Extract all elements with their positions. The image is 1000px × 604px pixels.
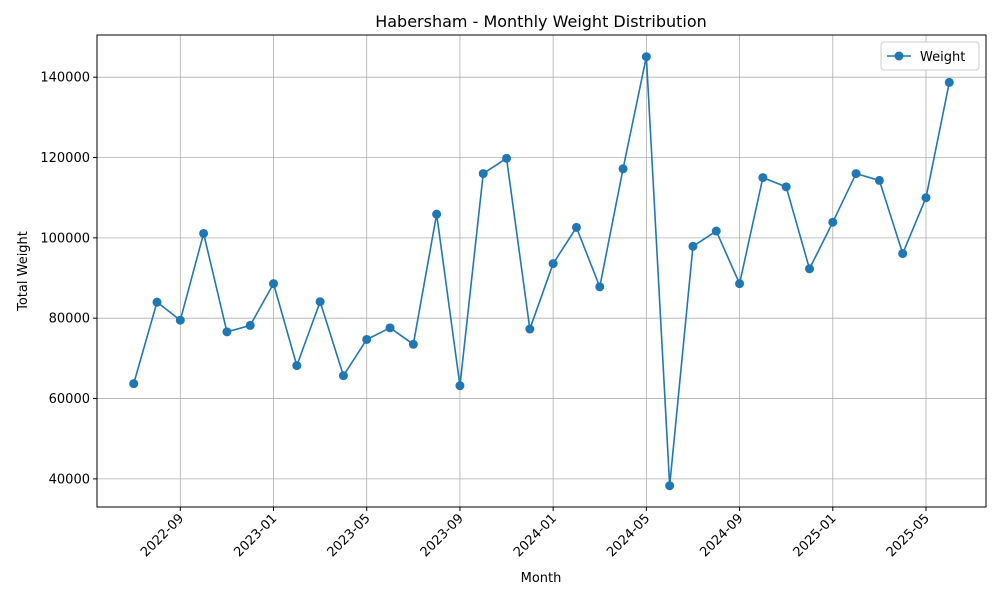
data-point [129,379,139,389]
data-point [199,228,209,238]
x-tick-label: 2024-09 [697,511,746,560]
data-point [735,279,745,289]
x-tick-label: 2025-01 [791,511,840,560]
x-tick-label: 2024-05 [604,511,653,560]
data-point [292,361,302,371]
y-tick-label: 140000 [40,71,90,86]
y-axis-label: Total Weight [16,231,31,312]
data-point [618,164,628,174]
plot-frame [96,34,987,508]
data-point [478,169,488,179]
x-tick-label: 2024-01 [511,511,560,560]
data-point [245,320,255,330]
data-point [269,279,279,289]
data-point [152,297,162,307]
data-point [315,297,325,307]
data-point [758,173,768,183]
legend: Weight [880,41,980,71]
data-point [338,371,348,381]
data-point [175,315,185,325]
y-tick-label: 120000 [40,151,90,166]
y-tick-label: 80000 [49,312,90,327]
x-axis-label: Month [521,571,562,586]
x-tick-label: 2022-09 [138,511,187,560]
data-point [665,481,675,491]
data-point [944,77,954,87]
legend-marker [894,51,904,61]
data-point [502,153,512,163]
legend-box [880,41,980,71]
data-point [828,217,838,227]
grid [97,35,986,507]
data-point [455,381,465,391]
data-point [525,324,535,334]
data-point [781,182,791,192]
data-point [432,209,442,219]
data-point [595,282,605,292]
y-tick-label: 60000 [49,392,90,407]
legend-label: Weight [920,50,965,65]
data-point [385,323,395,333]
x-tick-label: 2023-09 [418,511,467,560]
series-line-weight [132,55,951,487]
data-point [898,249,908,259]
data-point [688,241,698,251]
data-point [222,327,232,337]
data-point [874,175,884,185]
data-point [804,264,814,274]
y-tick-label: 40000 [49,472,90,487]
data-point [851,169,861,179]
data-point [921,193,931,203]
data-point [711,226,721,236]
x-tick-label: 2023-01 [231,511,280,560]
x-tick-label: 2023-05 [325,511,374,560]
series-layer [129,52,954,491]
x-tick-label: 2025-05 [884,511,933,560]
data-point [571,222,581,232]
data-point [548,259,558,269]
data-point [362,334,372,344]
y-tick-label: 100000 [40,231,90,246]
data-point [408,339,418,349]
data-point [641,52,651,62]
chart-title: Habersham - Monthly Weight Distribution [375,12,707,31]
